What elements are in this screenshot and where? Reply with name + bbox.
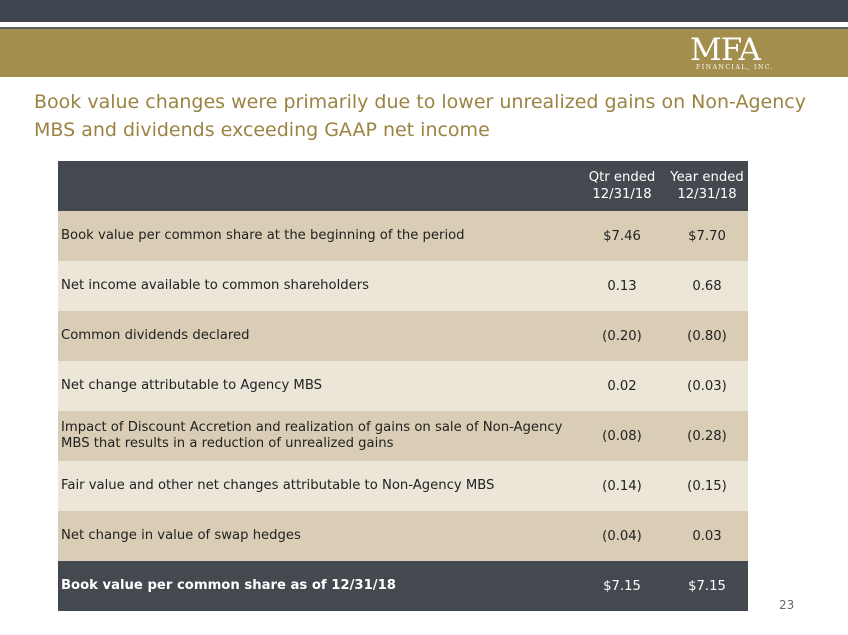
row-year-value: 0.68 bbox=[666, 261, 748, 311]
row-qtr-value: 0.13 bbox=[578, 261, 666, 311]
table-row: Fair value and other net changes attribu… bbox=[58, 461, 748, 511]
total-year-value: $7.15 bbox=[666, 561, 748, 611]
page-number: 23 bbox=[779, 598, 795, 612]
table-row: Impact of Discount Accretion and realiza… bbox=[58, 411, 748, 461]
header-year-line1: Year ended bbox=[670, 170, 744, 185]
row-label: Net change attributable to Agency MBS bbox=[58, 361, 578, 411]
row-label: Fair value and other net changes attribu… bbox=[58, 461, 578, 511]
row-year-value: (0.28) bbox=[666, 411, 748, 461]
header-divider bbox=[0, 27, 848, 29]
total-label: Book value per common share as of 12/31/… bbox=[58, 561, 578, 611]
table-row: Net income available to common sharehold… bbox=[58, 261, 748, 311]
book-value-table: Qtr ended 12/31/18 Year ended 12/31/18 Boo… bbox=[58, 161, 748, 611]
header-label-cell bbox=[58, 161, 578, 211]
header-year-line2: 12/31/18 bbox=[677, 187, 737, 202]
row-year-value: (0.15) bbox=[666, 461, 748, 511]
row-label: Book value per common share at the begin… bbox=[58, 211, 578, 261]
row-qtr-value: (0.20) bbox=[578, 311, 666, 361]
logo-subtitle: FINANCIAL, INC. bbox=[696, 64, 775, 71]
total-qtr-value: $7.15 bbox=[578, 561, 666, 611]
logo-wordmark: MFA bbox=[690, 32, 761, 68]
row-qtr-value: (0.08) bbox=[578, 411, 666, 461]
table-row: Common dividends declared (0.20) (0.80) bbox=[58, 311, 748, 361]
row-label: Common dividends declared bbox=[58, 311, 578, 361]
header-qtr-ended: Qtr ended 12/31/18 bbox=[578, 161, 666, 211]
table-row: Net change attributable to Agency MBS 0.… bbox=[58, 361, 748, 411]
row-qtr-value: $7.46 bbox=[578, 211, 666, 261]
row-label: Net change in value of swap hedges bbox=[58, 511, 578, 561]
row-label: Net income available to common sharehold… bbox=[58, 261, 578, 311]
table-header-row: Qtr ended 12/31/18 Year ended 12/31/18 bbox=[58, 161, 748, 211]
row-label: Impact of Discount Accretion and realiza… bbox=[58, 411, 578, 461]
header-year-ended: Year ended 12/31/18 bbox=[666, 161, 748, 211]
table-row: Book value per common share at the begin… bbox=[58, 211, 748, 261]
header-stripe bbox=[0, 22, 848, 27]
table-total-row: Book value per common share as of 12/31/… bbox=[58, 561, 748, 611]
header-banner bbox=[0, 29, 848, 77]
header-qtr-line1: Qtr ended bbox=[588, 170, 656, 185]
row-year-value: 0.03 bbox=[666, 511, 748, 561]
row-qtr-value: (0.04) bbox=[578, 511, 666, 561]
row-year-value: (0.03) bbox=[666, 361, 748, 411]
mfa-logo: MFA FINANCIAL, INC. bbox=[690, 34, 830, 76]
table-row: Net change in value of swap hedges (0.04… bbox=[58, 511, 748, 561]
slide-headline: Book value changes were primarily due to… bbox=[34, 91, 806, 141]
row-qtr-value: 0.02 bbox=[578, 361, 666, 411]
row-year-value: (0.80) bbox=[666, 311, 748, 361]
row-qtr-value: (0.14) bbox=[578, 461, 666, 511]
row-year-value: $7.70 bbox=[666, 211, 748, 261]
top-bar bbox=[0, 0, 848, 22]
header-qtr-line2: 12/31/18 bbox=[592, 187, 652, 202]
